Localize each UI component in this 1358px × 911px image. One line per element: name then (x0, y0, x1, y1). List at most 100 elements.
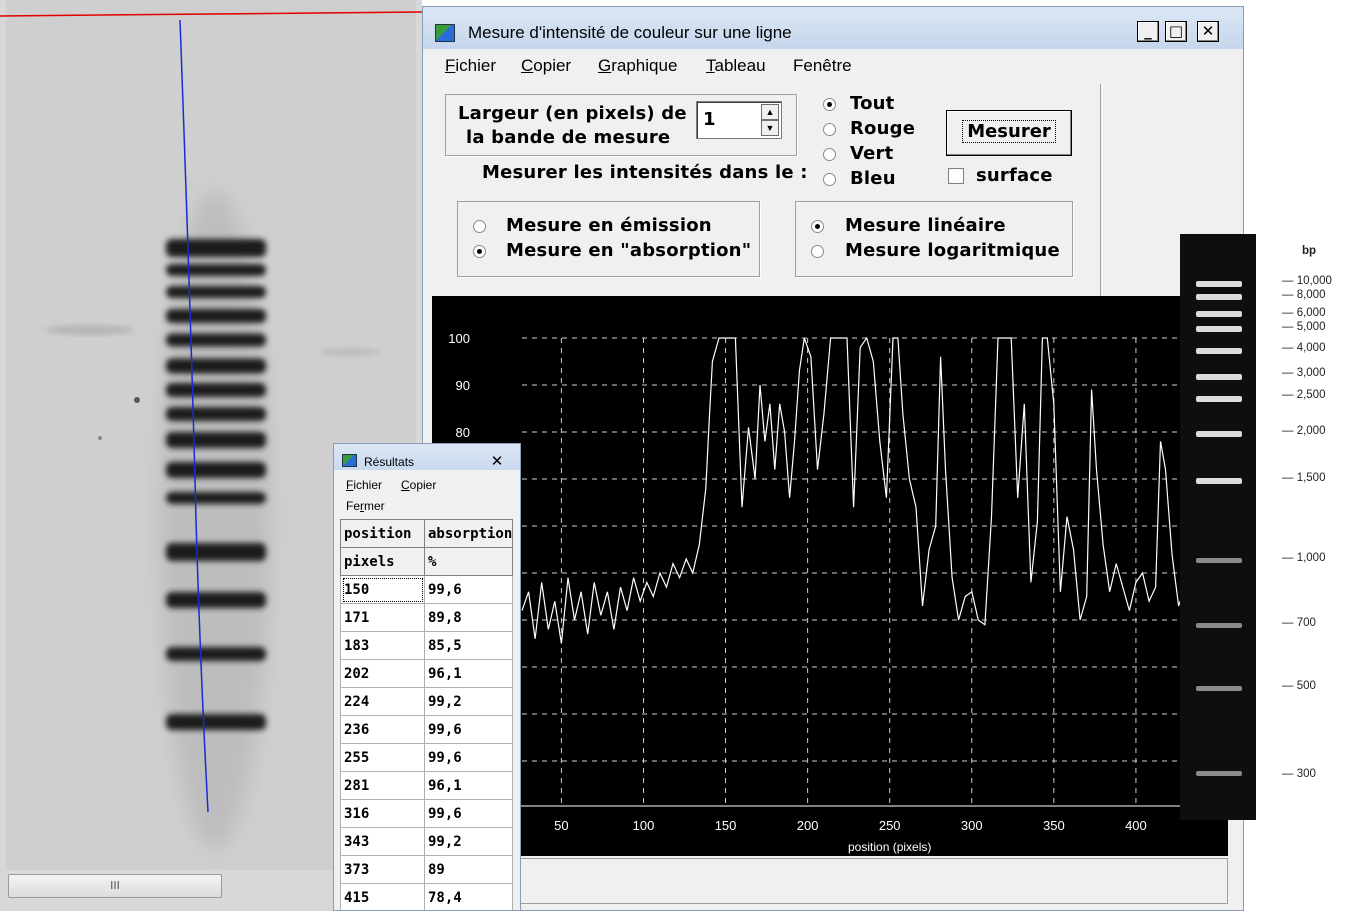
radio-emission-label[interactable]: Mesure en émission (506, 215, 712, 236)
results-row[interactable]: 255 99,6 (340, 743, 514, 772)
x-tick-label: 400 (1125, 818, 1147, 833)
results-title: Résultats (364, 455, 415, 469)
scale-group (795, 201, 1073, 277)
radio-rouge-label[interactable]: Rouge (850, 118, 916, 139)
x-tick-label: 150 (715, 818, 737, 833)
width-label-line1: Largeur (en pixels) de (458, 103, 687, 124)
menu-fenetre[interactable]: Fenêtre (793, 56, 852, 75)
horizontal-scrollbar[interactable]: III (8, 874, 222, 898)
results-row[interactable]: 171 89,8 (340, 603, 514, 632)
ladder-size-label: — 8,000 (1282, 289, 1326, 301)
radio-emission[interactable] (473, 220, 486, 233)
cell-absorption[interactable]: 99,2 (423, 687, 514, 716)
results-row[interactable]: 150 99,6 (340, 575, 514, 604)
cell-position[interactable]: 255 (340, 743, 425, 772)
cell-absorption[interactable]: 96,1 (423, 659, 514, 688)
radio-vert[interactable] (823, 148, 836, 161)
menu-fichier[interactable]: Fichier (445, 56, 497, 75)
cell-absorption[interactable]: 89 (423, 855, 514, 884)
ladder-size-label: — 500 (1282, 680, 1316, 692)
ladder-size-label: — 1,500 (1282, 472, 1326, 484)
radio-logaritmique[interactable] (811, 245, 824, 258)
cell-position[interactable]: 224 (340, 687, 425, 716)
results-row[interactable]: 373 89 (340, 855, 514, 884)
menu-graphique[interactable]: Graphique (598, 56, 678, 75)
cell-position[interactable]: 316 (340, 799, 425, 828)
menu-tableau[interactable]: Tableau (706, 56, 766, 75)
cell-position[interactable]: 343 (340, 827, 425, 856)
spin-down-icon[interactable]: ▼ (761, 120, 779, 136)
radio-vert-label[interactable]: Vert (850, 143, 894, 164)
gel-image-canvas[interactable] (0, 0, 422, 911)
measure-button[interactable]: Mesurer (946, 110, 1072, 156)
results-menu-copier[interactable]: Copier (401, 478, 437, 492)
results-row[interactable]: 415 78,4 (340, 883, 514, 910)
results-row[interactable]: 183 85,5 (340, 631, 514, 660)
results-row[interactable]: 224 99,2 (340, 687, 514, 716)
cell-position[interactable]: 202 (340, 659, 425, 688)
cell-absorption[interactable]: 99,6 (423, 743, 514, 772)
results-menu-fermer[interactable]: Fermer (346, 499, 385, 513)
cell-position[interactable]: 415 (340, 883, 425, 910)
cell-absorption[interactable]: 85,5 (423, 631, 514, 660)
radio-tout-label[interactable]: Tout (850, 93, 895, 114)
close-button[interactable]: ✕ (1197, 21, 1219, 42)
spin-up-icon[interactable]: ▲ (761, 104, 779, 120)
ladder-bands (1196, 281, 1242, 776)
ladder-size-label: — 4,000 (1282, 342, 1326, 354)
radio-rouge[interactable] (823, 123, 836, 136)
radio-absorption-label[interactable]: Mesure en "absorption" (506, 240, 752, 261)
radio-tout[interactable] (823, 98, 836, 111)
x-axis-title: position (pixels) (848, 840, 931, 854)
radio-lineaire[interactable] (811, 220, 824, 233)
title-bar[interactable]: Mesure d'intensité de couleur sur une li… (423, 7, 1243, 49)
results-row[interactable]: 343 99,2 (340, 827, 514, 856)
y-tick-label: 80 (456, 425, 470, 440)
panel-divider (1100, 84, 1102, 296)
ladder-band (1196, 348, 1242, 354)
cell-absorption[interactable]: 89,8 (423, 603, 514, 632)
radio-logaritmique-label[interactable]: Mesure logaritmique (845, 240, 1060, 261)
surface-checkbox[interactable] (948, 168, 964, 184)
cell-position[interactable]: 236 (340, 715, 425, 744)
x-tick-label: 200 (797, 818, 819, 833)
maximize-button[interactable]: □ (1165, 21, 1187, 42)
ladder-size-label: — 1,000 (1282, 552, 1326, 564)
results-row[interactable]: 202 96,1 (340, 659, 514, 688)
ladder-band (1196, 396, 1242, 402)
intensity-line-series (521, 336, 1219, 644)
radio-lineaire-label[interactable]: Mesure linéaire (845, 215, 1006, 236)
width-input[interactable]: 1 ▲ ▼ (696, 101, 782, 139)
cell-position[interactable]: 373 (340, 855, 425, 884)
intensity-plot[interactable]: 50 100 150 200 250 300 350 400 80 90 100 position (… (432, 296, 1228, 856)
cell-position[interactable]: 150 (340, 575, 425, 604)
width-spinner[interactable]: ▲ ▼ (761, 104, 779, 136)
results-row[interactable]: 281 96,1 (340, 771, 514, 800)
cell-position[interactable]: 183 (340, 631, 425, 660)
cell-absorption[interactable]: 96,1 (423, 771, 514, 800)
cell-position[interactable]: 171 (340, 603, 425, 632)
width-input-value: 1 (703, 109, 716, 130)
results-title-bar[interactable]: Résultats ✕ (334, 444, 520, 470)
results-row[interactable]: 316 99,6 (340, 799, 514, 828)
cell-absorption[interactable]: 99,6 (423, 799, 514, 828)
surface-label[interactable]: surface (976, 165, 1053, 186)
x-tick-label: 250 (879, 818, 901, 833)
radio-bleu-label[interactable]: Bleu (850, 168, 896, 189)
cell-absorption[interactable]: 78,4 (423, 883, 514, 910)
cell-absorption[interactable]: 99,2 (423, 827, 514, 856)
minimize-button[interactable]: _ (1137, 21, 1159, 42)
results-menu-fichier[interactable]: Fichier (346, 478, 383, 492)
results-close-button[interactable]: ✕ (490, 452, 504, 470)
cell-absorption[interactable]: 99,6 (423, 575, 514, 604)
cell-position[interactable]: 281 (340, 771, 425, 800)
radio-absorption[interactable] (473, 245, 486, 258)
window-title: Mesure d'intensité de couleur sur une li… (468, 23, 792, 42)
ladder-size-label: — 10,000 (1282, 275, 1332, 287)
results-row[interactable]: 236 99,6 (340, 715, 514, 744)
cell-absorption[interactable]: 99,6 (423, 715, 514, 744)
menu-copier[interactable]: Copier (521, 56, 572, 75)
radio-bleu[interactable] (823, 173, 836, 186)
results-header-row: position absorption (340, 519, 514, 548)
ladder-size-label: — 3,000 (1282, 367, 1326, 379)
